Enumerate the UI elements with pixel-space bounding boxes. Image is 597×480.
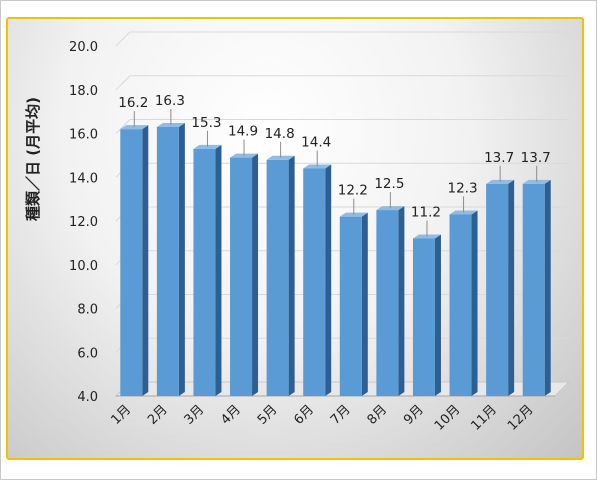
data-label: 12.2 xyxy=(338,183,368,199)
data-label: 15.3 xyxy=(191,115,221,131)
bar xyxy=(120,125,149,396)
x-tick-label: 1月 xyxy=(108,402,134,428)
y-tick-label: 20.0 xyxy=(69,40,98,55)
data-label: 14.4 xyxy=(301,135,331,151)
bar-side xyxy=(325,164,332,396)
bar-side xyxy=(434,234,441,396)
bar-front xyxy=(412,238,435,396)
data-label: 14.8 xyxy=(265,126,295,142)
bar-side xyxy=(252,153,259,396)
bar-chart: 16.2 16.3 15.3 14.9 14.8 14.4 12.2 12.5 11.2 12.3… xyxy=(24,31,571,434)
bar-front xyxy=(376,210,399,396)
x-tick-label: 10月 xyxy=(432,402,463,433)
y-tick-label: 10.0 xyxy=(69,259,98,274)
chart-area: 16.2 16.3 15.3 14.9 14.8 14.4 12.2 12.5 11.2 12.3… xyxy=(6,17,584,460)
y-tick-label: 12.0 xyxy=(69,215,98,230)
y-tick-label: 14.0 xyxy=(69,171,98,186)
bar xyxy=(449,210,478,396)
y-tick-label: 8.0 xyxy=(77,303,98,318)
bar-side xyxy=(361,212,368,396)
bar-front xyxy=(522,183,545,396)
bar xyxy=(156,122,185,396)
bar-side xyxy=(508,179,515,396)
x-tick-label: 7月 xyxy=(328,402,354,428)
x-tick-labels: 1月 2月 3月 4月 5月 6月 7月 8月 9月 10月 11月 12月 xyxy=(108,402,536,433)
x-tick-label: 3月 xyxy=(182,402,208,428)
y-tick-label: 6.0 xyxy=(77,346,98,361)
gridline-depth xyxy=(115,75,131,91)
data-label: 12.5 xyxy=(374,176,404,192)
data-label: 11.2 xyxy=(411,205,441,221)
y-tick-labels: 4.0 6.0 8.0 10.0 12.0 14.0 16.0 18.0 20.0 xyxy=(69,40,98,405)
y-tick-label: 4.0 xyxy=(77,390,98,405)
bar-front xyxy=(230,157,253,396)
x-tick-label: 4月 xyxy=(218,402,244,428)
data-label: 13.7 xyxy=(484,150,514,166)
data-label: 14.9 xyxy=(228,124,258,140)
x-tick-label: 8月 xyxy=(365,402,391,428)
bar xyxy=(376,206,405,396)
x-tick-label: 11月 xyxy=(468,402,499,433)
bar-side xyxy=(142,125,149,396)
bar-side xyxy=(544,179,551,396)
bar-front xyxy=(303,168,326,396)
data-labels: 16.2 16.3 15.3 14.9 14.8 14.4 12.2 12.5 11.2 12.3… xyxy=(118,93,551,237)
gridline-depth xyxy=(115,31,131,47)
bar-side xyxy=(178,122,185,396)
bar-front xyxy=(120,129,143,396)
bar-front xyxy=(156,126,179,396)
bar-front xyxy=(449,214,472,396)
bar-front xyxy=(193,148,216,396)
bar-front xyxy=(266,159,289,396)
data-label: 16.2 xyxy=(118,95,148,111)
x-tick-label: 6月 xyxy=(291,402,317,428)
bar-side xyxy=(471,210,478,396)
bar-side xyxy=(288,155,295,396)
bar xyxy=(193,144,222,396)
y-tick-label: 18.0 xyxy=(69,84,98,99)
bar-side xyxy=(215,144,222,396)
bar xyxy=(230,153,259,396)
bar xyxy=(412,234,441,396)
y-tick-label: 16.0 xyxy=(69,128,98,143)
bar xyxy=(266,155,295,396)
x-tick-label: 9月 xyxy=(401,402,427,428)
bar xyxy=(522,179,551,396)
data-label: 13.7 xyxy=(521,150,551,166)
x-tick-label: 12月 xyxy=(505,402,536,433)
bar-front xyxy=(339,216,362,396)
x-tick-label: 2月 xyxy=(145,402,171,428)
data-label: 12.3 xyxy=(448,180,478,196)
y-axis-title: 種類／日 (月平均) xyxy=(24,97,42,221)
bar xyxy=(486,179,515,396)
gridline-depth xyxy=(115,119,131,134)
bar-side xyxy=(398,206,405,396)
bars xyxy=(120,122,551,396)
bar xyxy=(303,164,332,396)
x-tick-label: 5月 xyxy=(255,402,281,428)
bar xyxy=(339,212,368,396)
bar-front xyxy=(486,183,509,396)
data-label: 16.3 xyxy=(155,93,185,109)
